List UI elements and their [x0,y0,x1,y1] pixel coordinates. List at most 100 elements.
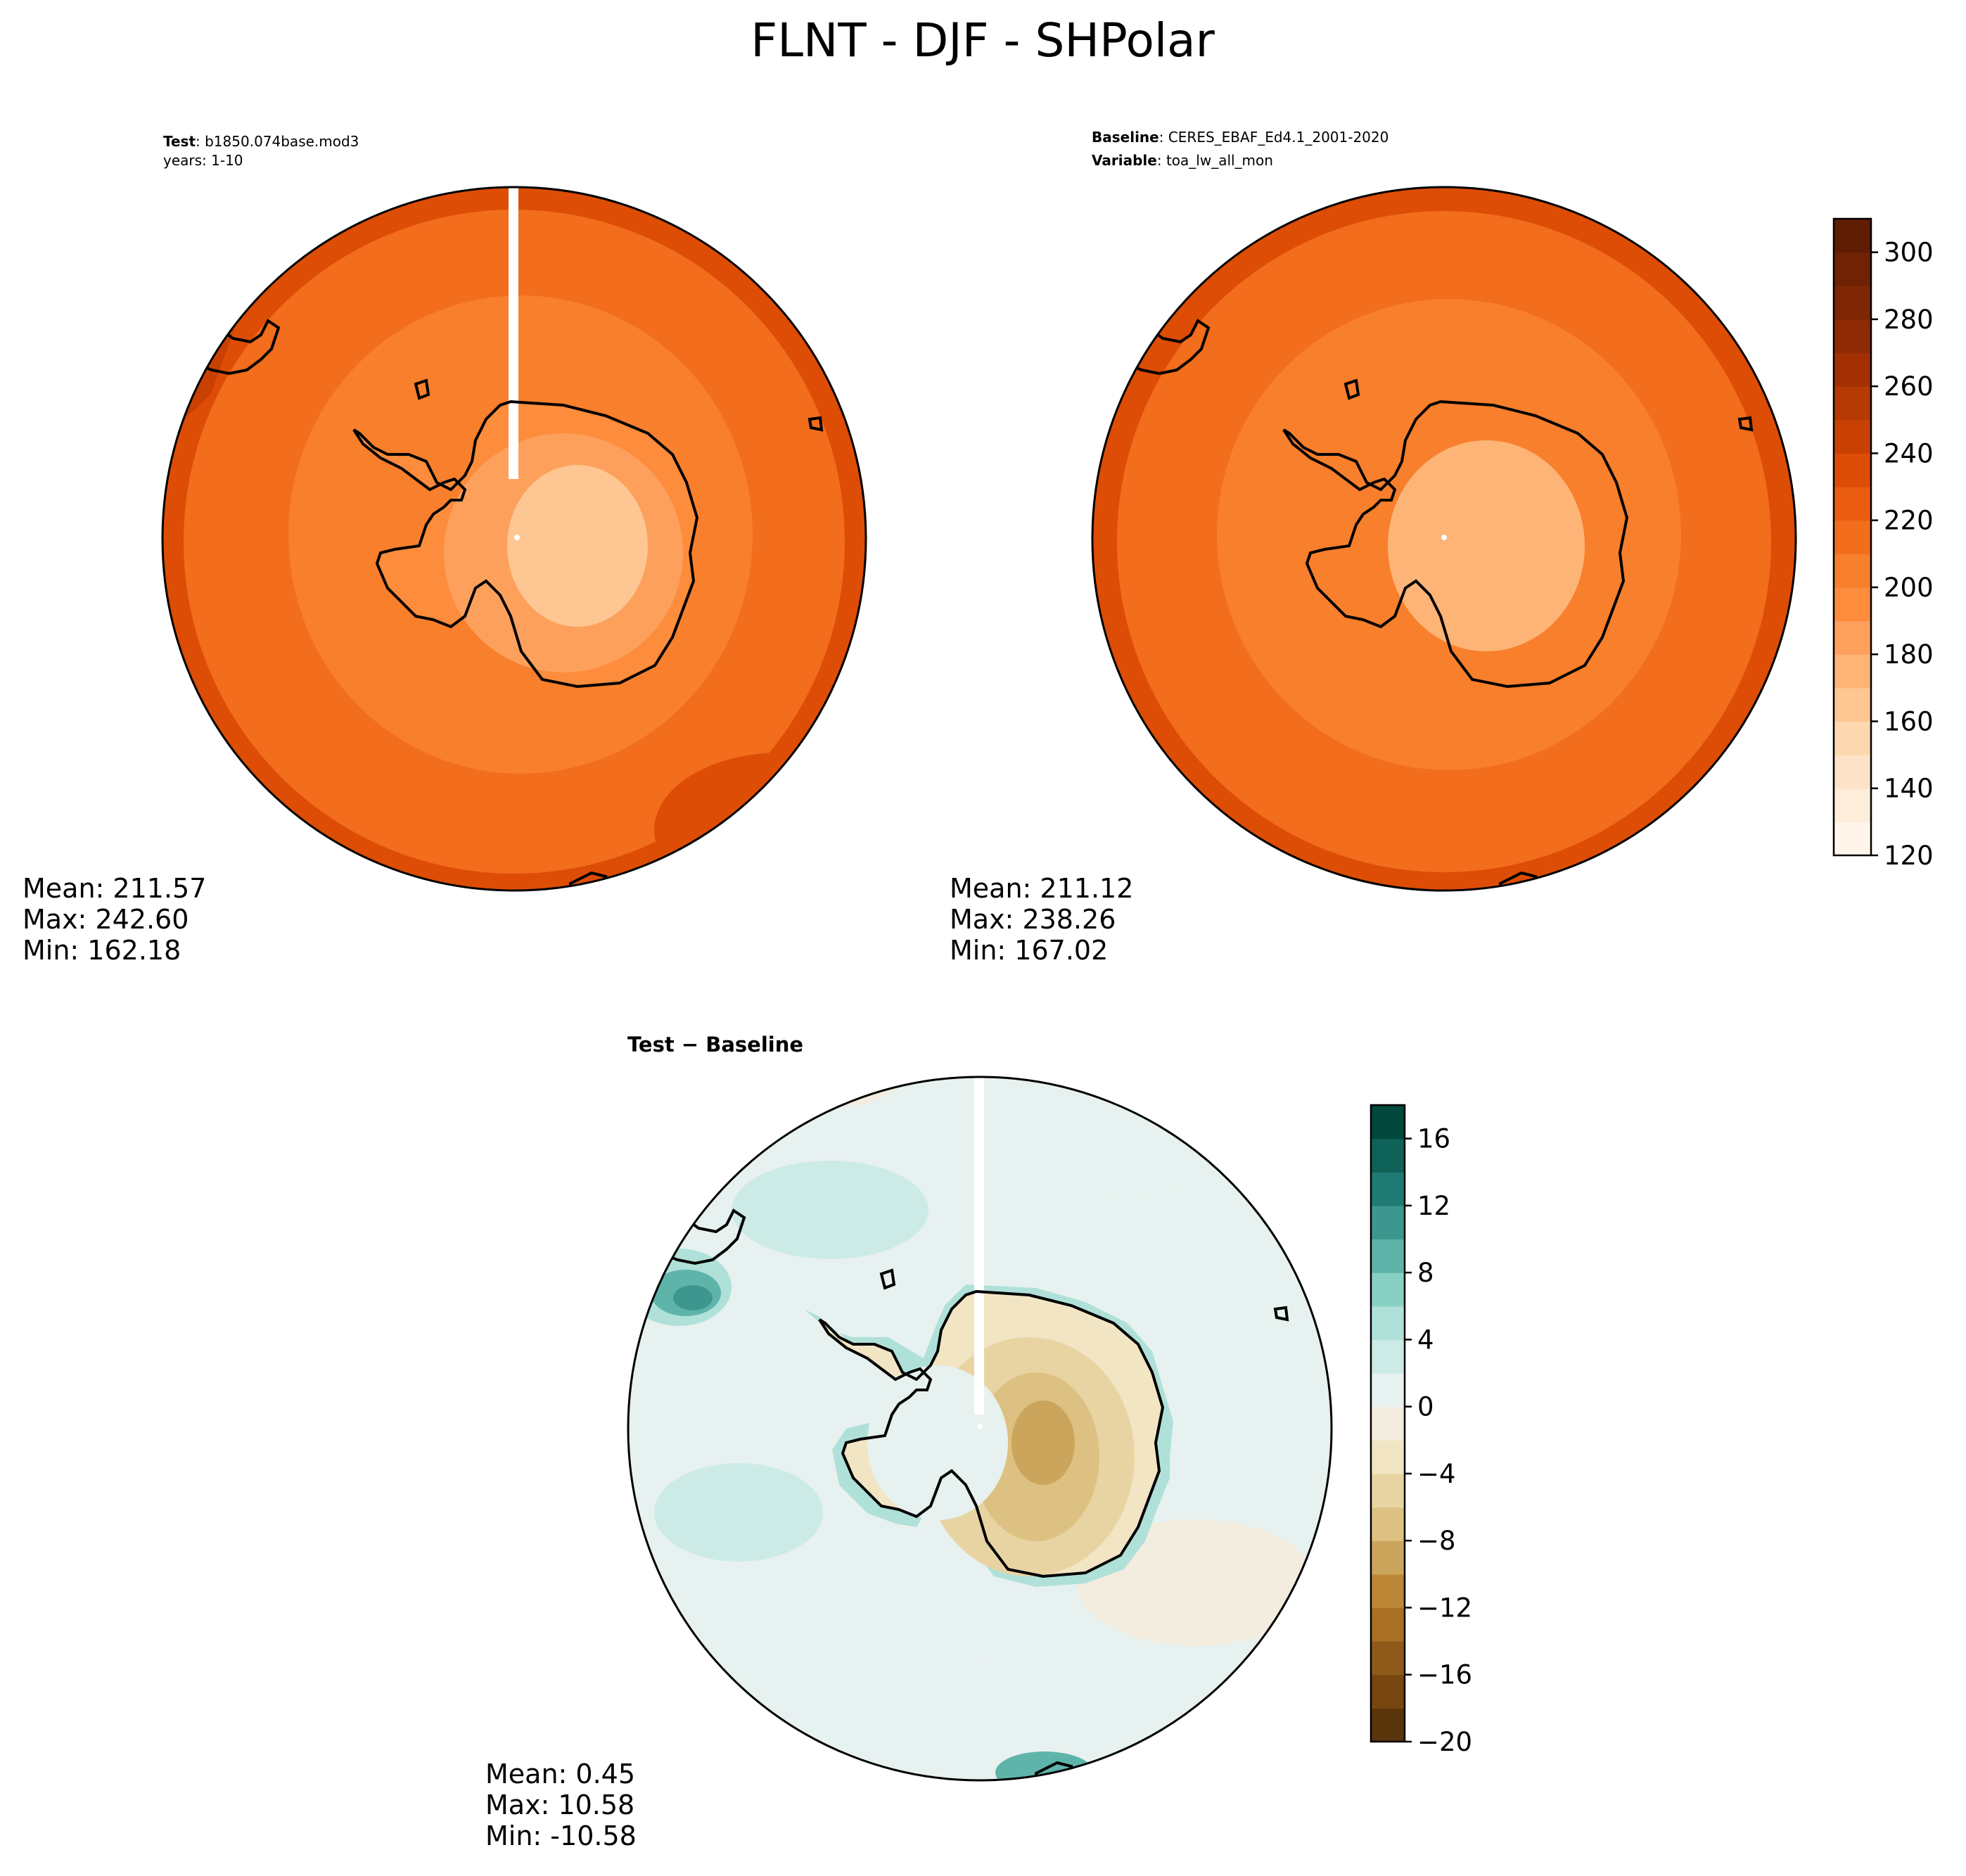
baseline-map-frame [1091,186,1797,892]
diff-colorbar-bin [1371,1641,1405,1676]
baseline-label: Baseline: CERES_EBAF_Ed4.1_2001-2020 [1092,129,1389,146]
test-label-value: : b1850.074base.mod3 [196,133,359,150]
diff-colorbar-bin [1371,1440,1405,1474]
diff-colorbar-bin [1371,1339,1405,1374]
diff-pole-dot [977,1424,983,1429]
diff-region-patch [739,1583,1020,1681]
diff-colorbar-tick-label: −12 [1417,1593,1472,1623]
main-colorbar-bin [1834,587,1871,622]
baseline-pole-dot [1441,535,1447,540]
main-colorbar-tick-label: 240 [1884,438,1934,468]
diff-colorbar-bin [1371,1138,1405,1173]
diff-colorbar-tick-label: −8 [1417,1526,1456,1556]
main-colorbar-bin [1834,252,1871,286]
diff-region-antarctica-west [867,1365,1008,1520]
baseline-stat-min: Min: 167.02 [950,935,1108,966]
test-missing-wedge [509,187,518,479]
diff-colorbar-bin [1371,1406,1405,1441]
main-colorbar-bin [1834,286,1871,320]
test-years: years: 1-10 [163,152,243,169]
diff-colorbar-tick-label: 12 [1417,1191,1450,1221]
diff-colorbar-bin [1371,1574,1405,1609]
main-colorbar-bin [1834,520,1871,554]
diff-region-patch [732,1161,928,1259]
diff-colorbar-bin [1371,1272,1405,1307]
diff-colorbar-tick-label: 16 [1417,1124,1450,1154]
diff-missing-wedge [974,1077,984,1415]
diff-colorbar-tick-label: 4 [1417,1325,1434,1355]
diff-colorbar-bin [1371,1540,1405,1575]
baseline-variable-value: : toa_lw_all_mon [1157,152,1273,169]
main-colorbar-bin [1834,788,1871,822]
test-region-se [654,753,866,891]
diff-colorbar-bin [1371,1507,1405,1541]
test-label-bold: Test [163,133,196,150]
main-colorbar-bin [1834,654,1871,689]
main-colorbar-bin [1834,687,1871,722]
diff-map [628,1077,1332,1780]
main-colorbar-frame [1832,217,1872,857]
main-colorbar-bin [1834,755,1871,789]
main-colorbar-tick-label: 300 [1884,238,1934,268]
baseline-field [1092,187,1796,891]
main-colorbar-tick-label: 180 [1884,639,1934,670]
diff-colorbar-bin [1371,1172,1405,1206]
main-colorbar-bin [1834,352,1871,387]
diff-colorbar-frame [1370,1104,1406,1743]
main-colorbar-bin [1834,386,1871,421]
diff-colorbar-bin [1371,1306,1405,1341]
diff-stat-min: Min: -10.58 [485,1820,637,1851]
baseline-region-antarctica-plateau [1388,440,1585,651]
diff-colorbar-tick-label: −16 [1417,1660,1472,1690]
main-colorbar: 120 140 160 180 200 220 240 260 280 300 [1832,217,1934,871]
diff-colorbar-bin [1371,1473,1405,1508]
test-field [162,187,866,891]
diff-region-patch [654,1463,823,1562]
diff-region-antarctica-core [1011,1400,1075,1485]
diff-colorbar-ticks: −20 −16 −12 −8 −4 0 4 8 12 16 [1405,1124,1472,1757]
diff-panel: Test − Baseline [485,1033,1333,1851]
main-colorbar-bin [1834,219,1871,253]
baseline-variable: Variable: toa_lw_all_mon [1092,152,1273,169]
main-colorbar-tick-label: 120 [1884,841,1934,871]
diff-colorbar: −20 −16 −12 −8 −4 0 4 8 12 16 [1370,1104,1472,1757]
test-label: Test: b1850.074base.mod3 [163,133,359,150]
main-colorbar-bin [1834,620,1871,655]
diff-colorbar-bin [1371,1373,1405,1408]
diff-colorbar-tick-label: −4 [1417,1459,1456,1489]
main-colorbar-bin [1834,453,1871,487]
main-colorbar-bins [1834,219,1871,856]
main-colorbar-bin [1834,721,1871,755]
baseline-stat-max: Max: 238.26 [950,904,1116,935]
baseline-map [1092,187,1796,891]
diff-region-patch [746,1077,900,1108]
diff-colorbar-bin [1371,1205,1405,1240]
diff-colorbar-bin [1371,1708,1405,1742]
diff-region-sw-max [673,1285,713,1310]
baseline-variable-bold: Variable [1092,152,1157,169]
diff-stat-max: Max: 10.58 [485,1789,634,1820]
diff-colorbar-tick-label: 8 [1417,1258,1434,1288]
main-colorbar-tick-label: 200 [1884,573,1934,603]
diff-colorbar-bin [1371,1674,1405,1709]
test-region-antarctica-plateau [507,465,648,627]
test-stat-mean: Mean: 211.57 [23,873,206,904]
figure-title: FLNT - DJF - SHPolar [751,13,1215,68]
main-colorbar-ticks: 120 140 160 180 200 220 240 260 280 300 [1871,238,1934,871]
baseline-stat-mean: Mean: 211.12 [950,873,1133,904]
test-map [162,187,866,891]
main-colorbar-bin [1834,822,1871,856]
main-colorbar-bin [1834,319,1871,354]
test-pole-dot [514,535,520,540]
diff-stat-mean: Mean: 0.45 [485,1759,635,1789]
diff-colorbar-tick-label: 0 [1417,1392,1434,1422]
main-colorbar-bin [1834,419,1871,454]
diff-colorbar-bin [1371,1607,1405,1642]
baseline-panel: Baseline: CERES_EBAF_Ed4.1_2001-2020 Var… [950,129,1797,966]
main-colorbar-tick-label: 140 [1884,774,1934,804]
test-map-frame [161,186,867,892]
main-colorbar-tick-label: 220 [1884,506,1934,536]
main-colorbar-tick-label: 160 [1884,706,1934,736]
main-colorbar-tick-label: 280 [1884,305,1934,335]
